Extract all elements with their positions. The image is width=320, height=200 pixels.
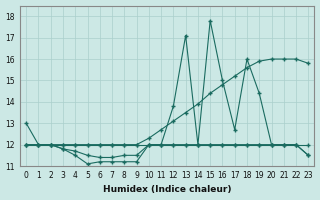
X-axis label: Humidex (Indice chaleur): Humidex (Indice chaleur) [103, 185, 231, 194]
